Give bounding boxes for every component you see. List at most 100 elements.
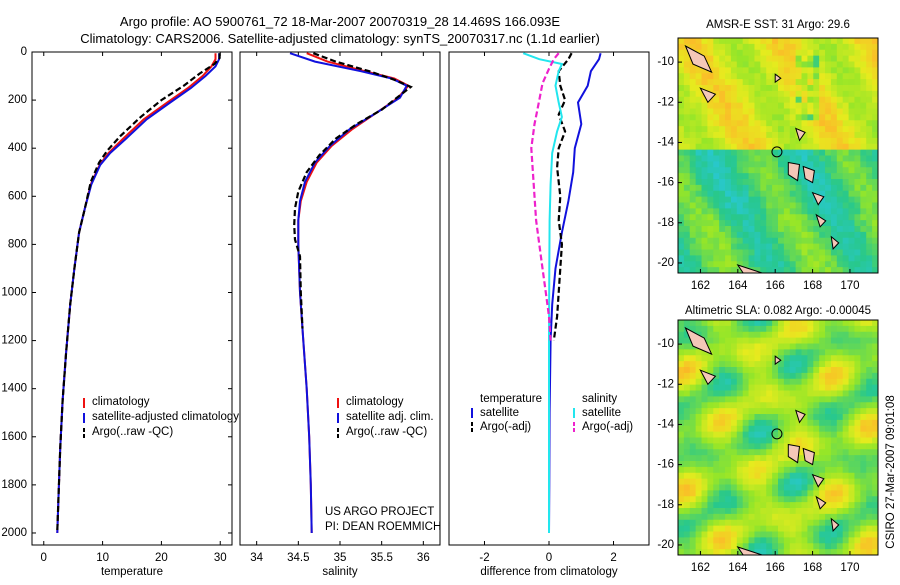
heatmap-cell <box>854 79 861 86</box>
heatmap-cell <box>860 431 867 439</box>
temperature-lines <box>56 53 221 534</box>
heatmap-cell <box>742 331 750 339</box>
heatmap-cell <box>807 43 814 51</box>
heatmap-cell <box>795 143 803 151</box>
heatmap-cell <box>842 55 850 63</box>
heatmap-cell <box>683 419 691 427</box>
heatmap-cell <box>754 167 761 174</box>
project-label: US ARGO PROJECT <box>325 506 434 518</box>
heatmap-cell <box>778 355 785 362</box>
heatmap-cell <box>801 120 809 127</box>
heatmap-cell <box>683 396 691 403</box>
heatmap-cell <box>842 137 850 145</box>
heatmap-cell <box>830 320 838 327</box>
difference-lines <box>522 52 602 534</box>
heatmap-cell <box>742 502 750 509</box>
heatmap-cell <box>830 167 838 174</box>
heatmap-cell <box>872 408 878 415</box>
legend-label-climatology: climatology <box>92 396 150 408</box>
heatmap-cell <box>801 243 809 251</box>
heatmap-cell <box>695 43 703 51</box>
heatmap-cell <box>766 372 773 380</box>
heatmap-cell <box>719 331 726 339</box>
heatmap-cell <box>860 349 867 356</box>
heatmap-cell <box>825 478 832 486</box>
heatmap-cell <box>789 496 797 503</box>
heatmap-cell <box>701 525 709 533</box>
heatmap-cell <box>854 543 861 550</box>
heatmap-cell <box>789 102 797 110</box>
heatmap-cell <box>742 237 750 245</box>
heatmap-cell <box>860 108 867 115</box>
heatmap-cell <box>783 355 791 362</box>
heatmap-cell <box>860 255 867 262</box>
heatmap-cell <box>819 179 826 186</box>
heatmap-cell <box>754 114 761 121</box>
heatmap-cell <box>683 543 691 550</box>
heatmap-cell <box>754 90 761 98</box>
heatmap-cell <box>836 543 844 550</box>
heatmap-cell <box>848 85 856 92</box>
heatmap-cell <box>819 513 826 521</box>
heatmap-cell <box>683 267 691 273</box>
heatmap-cell <box>795 237 803 245</box>
heatmap-cell <box>801 408 809 415</box>
heatmap-cell <box>695 255 703 262</box>
heatmap-cell <box>689 73 697 80</box>
heatmap-cell <box>830 202 838 209</box>
heatmap-cell <box>825 531 832 538</box>
heatmap-cell <box>730 190 738 198</box>
heatmap-cell <box>736 243 744 251</box>
heatmap-cell <box>813 408 820 415</box>
heatmap-cell <box>719 202 726 209</box>
island-shape <box>815 495 827 510</box>
heatmap-cell <box>754 79 761 86</box>
heatmap-cell <box>807 67 814 74</box>
heatmap-cell <box>766 261 773 268</box>
heatmap-cell <box>701 443 709 450</box>
heatmap-cell <box>742 38 750 45</box>
heatmap-cell <box>830 179 838 186</box>
heatmap-cell <box>801 525 809 533</box>
heatmap-cell <box>813 384 820 392</box>
heatmap-cell <box>707 419 714 427</box>
heatmap-cell <box>678 237 685 245</box>
heatmap-cell <box>848 384 856 392</box>
heatmap-cell <box>848 61 856 68</box>
heatmap-cell <box>872 96 878 104</box>
heatmap-cell <box>872 102 878 110</box>
heatmap-cell <box>730 196 738 204</box>
heatmap-cell <box>713 38 720 45</box>
heatmap-cell <box>754 343 761 350</box>
heatmap-cell <box>707 414 714 421</box>
heatmap-cell <box>778 396 785 403</box>
heatmap-cell <box>783 55 791 63</box>
heatmap-cell <box>695 108 703 115</box>
heatmap-cell <box>713 85 720 92</box>
heatmap-cell <box>683 96 691 104</box>
heatmap-cell <box>695 114 703 121</box>
heatmap-cell <box>866 255 873 262</box>
heatmap-cell <box>736 478 744 486</box>
heatmap-cell <box>813 214 820 221</box>
heatmap-cell <box>754 519 761 527</box>
heatmap-cell <box>701 114 709 121</box>
heatmap-cell <box>872 531 878 538</box>
heatmap-cell <box>789 261 797 268</box>
heatmap-cell <box>766 108 773 115</box>
heatmap-cell <box>836 96 844 104</box>
x-tick-label: 166 <box>766 280 785 292</box>
heatmap-cell <box>713 443 720 450</box>
heatmap-cell <box>678 343 685 350</box>
heatmap-cell <box>742 126 750 133</box>
heatmap-cell <box>719 237 726 245</box>
heatmap-cell <box>707 190 714 198</box>
heatmap-cell <box>830 220 838 227</box>
heatmap-cell <box>795 214 803 221</box>
heatmap-cell <box>783 549 791 555</box>
heatmap-cell <box>801 161 809 168</box>
heatmap-cell <box>813 425 820 433</box>
heatmap-cell <box>807 502 814 509</box>
heatmap-cell <box>801 85 809 92</box>
heatmap-cell <box>795 120 803 127</box>
